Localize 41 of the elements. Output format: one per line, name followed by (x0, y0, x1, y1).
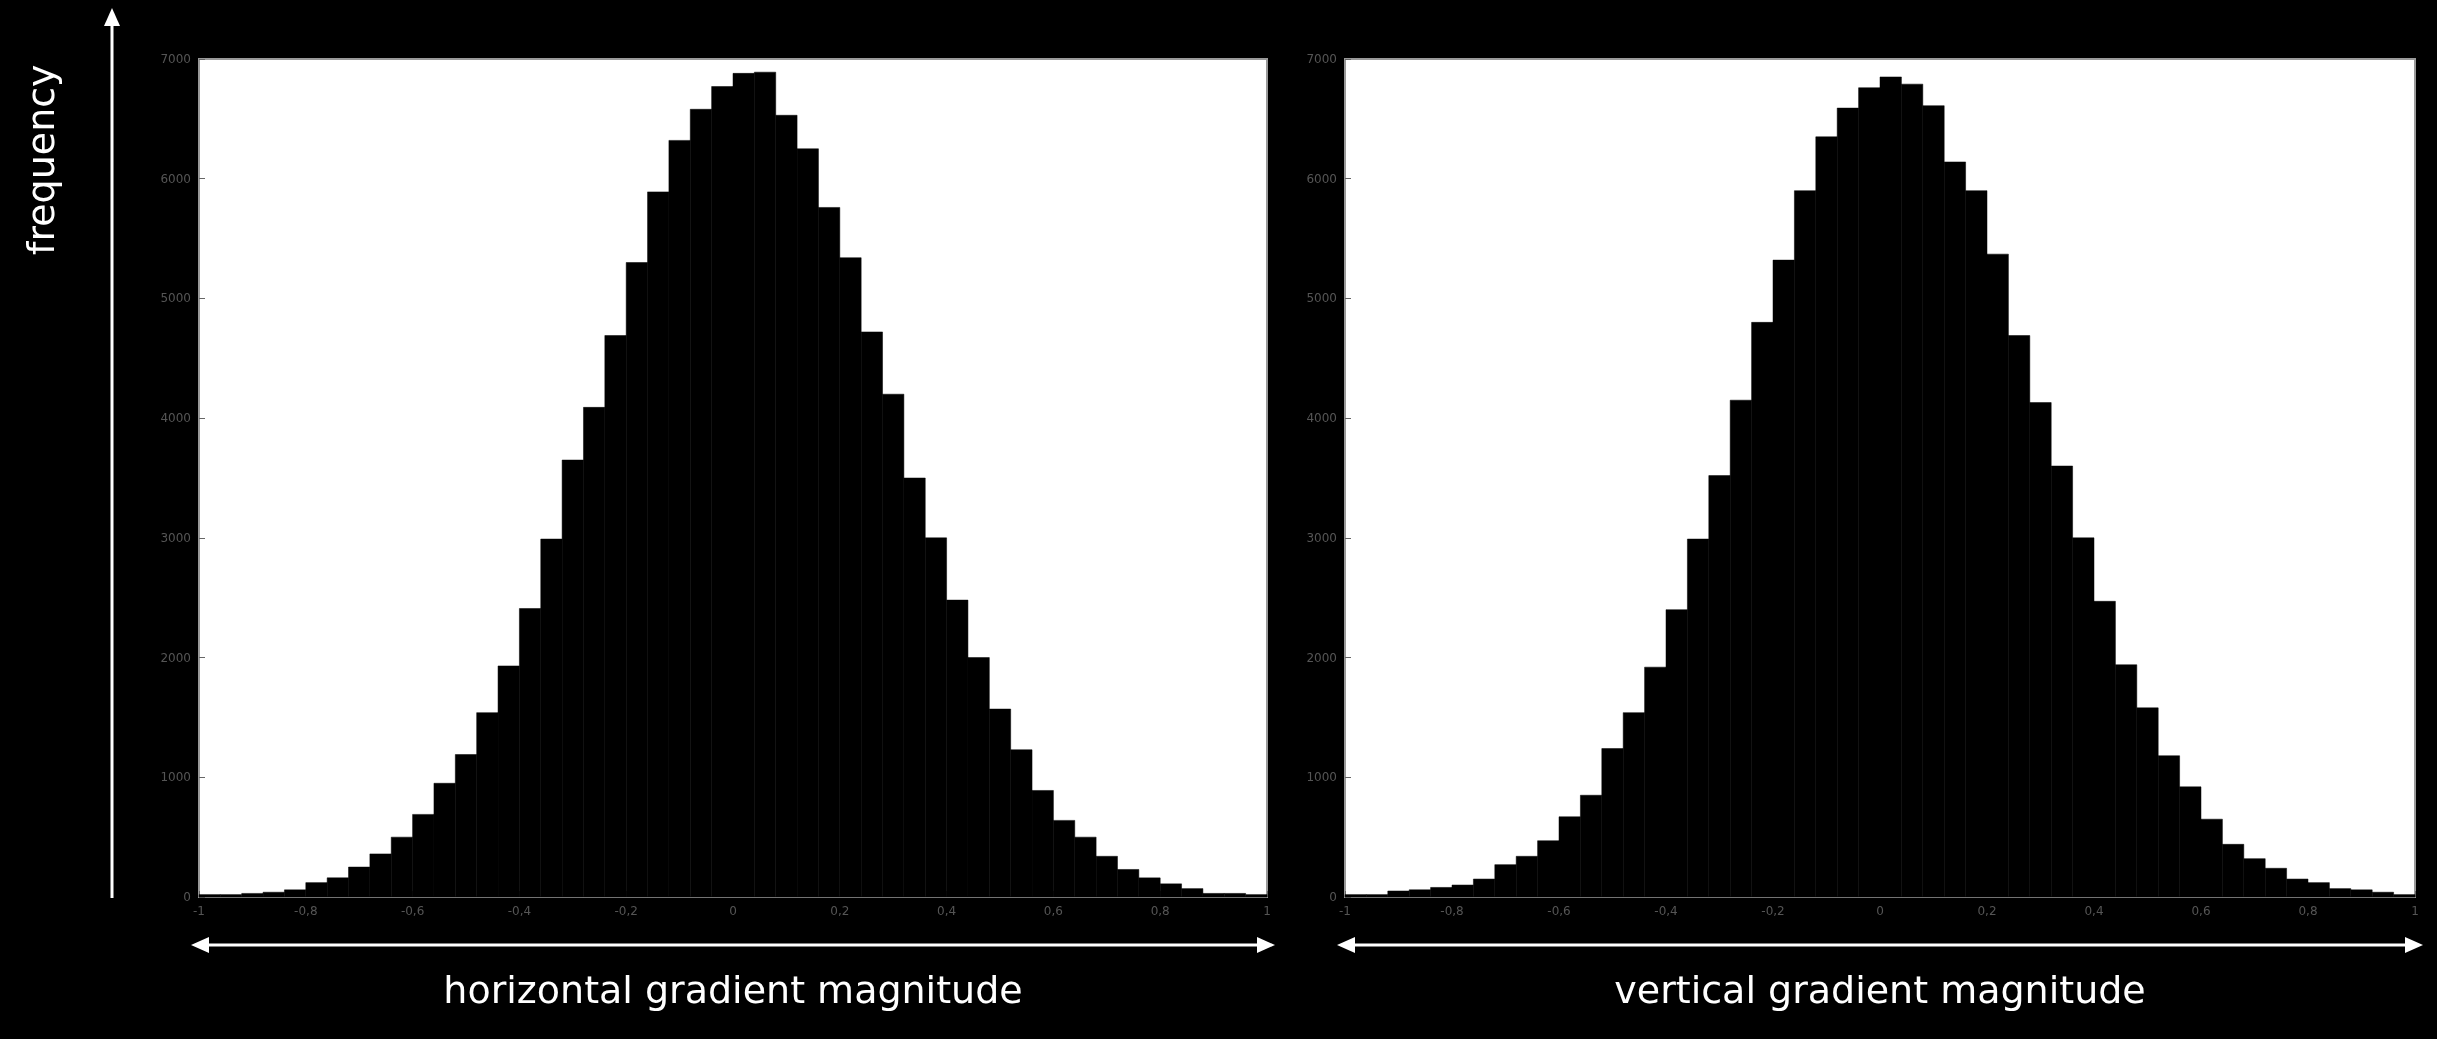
y-tick-label: 4000 (160, 411, 191, 426)
x-tick-label: -0,4 (507, 904, 532, 918)
y-tick-label: 5000 (1306, 291, 1337, 306)
y-tick-label: 3000 (160, 530, 191, 545)
x-tick-label: 0,6 (1043, 904, 1063, 918)
y-tick-label: 7000 (1306, 52, 1337, 66)
x-tick-label: -0,2 (614, 904, 638, 918)
y-tick-label: 0 (183, 890, 191, 904)
x-tick-label: 0,4 (937, 904, 957, 918)
x-axis-title: horizontal gradient magnitude (443, 968, 1023, 1012)
y-tick-label: 5000 (160, 291, 191, 306)
x-axis-title: vertical gradient magnitude (1614, 968, 2146, 1012)
y-tick-label: 1000 (160, 770, 191, 785)
x-tick-label: 0,8 (1150, 904, 1170, 918)
x-tick-label: 1 (1263, 904, 1271, 918)
y-tick-label: 6000 (1306, 171, 1337, 186)
y-tick-label: 1000 (1306, 770, 1337, 785)
x-tick-label: -0,8 (294, 904, 318, 918)
x-tick-label: -0,2 (1761, 904, 1785, 918)
x-tick-label: 0 (729, 904, 737, 918)
x-tick-label: -0,4 (1654, 904, 1678, 918)
y-tick-label: 7000 (160, 52, 191, 66)
y-tick-label: 2000 (160, 650, 191, 665)
y-tick-label: 3000 (1306, 530, 1337, 545)
x-tick-label: 0,2 (1977, 904, 1997, 918)
y-tick-label: 0 (1329, 890, 1337, 904)
x-tick-label: -0,6 (1547, 904, 1571, 918)
x-tick-label: 0,2 (830, 904, 850, 918)
x-tick-label: 0,6 (2191, 904, 2211, 918)
x-tick-label: 0,4 (2084, 904, 2104, 918)
x-tick-label: -0,8 (1440, 904, 1464, 918)
y-axis-title: frequency (19, 64, 63, 255)
x-tick-label: 0,8 (2298, 904, 2318, 918)
y-tick-label: 4000 (1306, 411, 1337, 426)
x-tick-label: 1 (2411, 904, 2419, 918)
y-tick-label: 6000 (160, 171, 191, 186)
x-tick-label: -0,6 (400, 904, 425, 918)
x-tick-label: 0 (1876, 904, 1884, 918)
x-tick-label: -1 (193, 904, 205, 918)
x-tick-label: -1 (1339, 904, 1351, 918)
y-tick-label: 2000 (1306, 650, 1337, 665)
